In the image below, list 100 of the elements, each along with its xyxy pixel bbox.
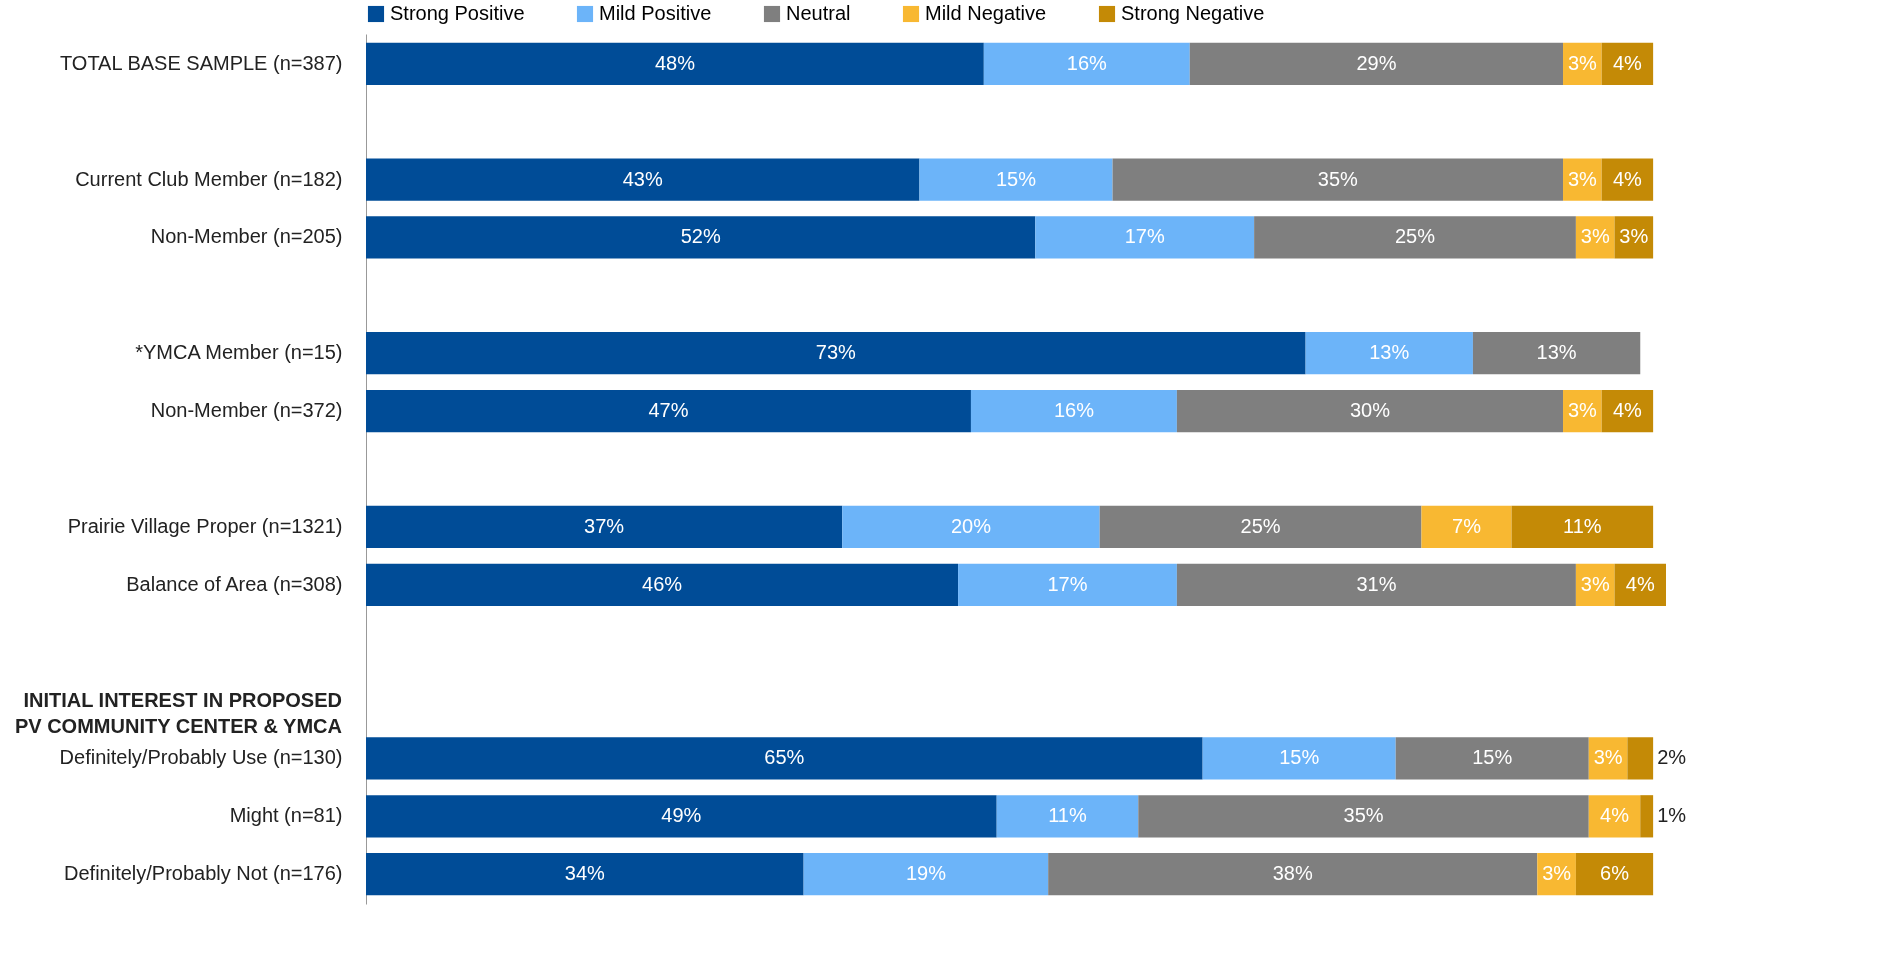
bar xyxy=(1202,737,1396,780)
bar xyxy=(366,332,1306,375)
bar xyxy=(970,389,1177,433)
data-label: 4% xyxy=(1612,167,1643,190)
data-label: 31% xyxy=(1356,572,1397,595)
data-label: 3% xyxy=(1542,862,1572,885)
data-label: 3% xyxy=(1619,225,1649,248)
y-tick-label: Definitely/Probably Not (n=176) xyxy=(64,862,343,885)
data-label: 25% xyxy=(1240,514,1281,537)
y-tick-label: Definitely/Probably Use (n=130) xyxy=(59,746,343,769)
bar xyxy=(1627,737,1654,780)
data-label: 16% xyxy=(1053,399,1095,422)
bar xyxy=(1472,332,1641,375)
data-label: 38% xyxy=(1272,862,1313,885)
bar xyxy=(1035,216,1255,259)
data-label: 19% xyxy=(905,862,947,885)
data-label: 65% xyxy=(764,746,805,769)
data-label: 3% xyxy=(1567,51,1598,74)
data-label: 4% xyxy=(1625,572,1655,595)
data-label: 15% xyxy=(1279,746,1320,769)
data-label: 3% xyxy=(1580,225,1610,248)
data-label: 49% xyxy=(661,804,702,827)
legend-label: Strong Positive xyxy=(390,2,525,24)
data-label: 15% xyxy=(1472,746,1513,769)
data-label: 2% xyxy=(1657,746,1687,769)
bar xyxy=(366,158,920,201)
bar xyxy=(1138,795,1589,838)
bar xyxy=(366,216,1036,259)
bar xyxy=(366,795,997,838)
y-tick-label: Might (n=81) xyxy=(229,804,343,827)
data-label: 1% xyxy=(1657,804,1687,827)
bar xyxy=(1189,42,1564,85)
bar xyxy=(803,853,1049,896)
data-label: 37% xyxy=(584,514,625,537)
y-tick-label: Non-Member (n=372) xyxy=(150,399,343,422)
bar xyxy=(1112,158,1564,201)
bar xyxy=(366,853,804,896)
data-label: 4% xyxy=(1612,51,1643,74)
data-label: 43% xyxy=(622,167,663,190)
bar xyxy=(1563,158,1602,201)
data-label: 13% xyxy=(1536,341,1577,364)
legend-label: Strong Negative xyxy=(1121,2,1265,24)
data-label: 35% xyxy=(1343,804,1384,827)
bar xyxy=(366,563,959,606)
data-label: 3% xyxy=(1593,746,1623,769)
data-label: 6% xyxy=(1600,862,1630,885)
data-label: 52% xyxy=(680,225,721,248)
data-label: 17% xyxy=(1047,572,1088,595)
bar xyxy=(1640,795,1654,838)
legend-label: Mild Negative xyxy=(925,2,1047,24)
data-label: 15% xyxy=(995,167,1037,190)
bar xyxy=(1099,505,1422,549)
data-label: 3% xyxy=(1567,399,1598,422)
data-label: 46% xyxy=(642,572,683,595)
legend-label: Mild Positive xyxy=(599,2,712,24)
data-label: 11% xyxy=(1048,804,1087,827)
data-label: 4% xyxy=(1612,399,1643,422)
data-label: 73% xyxy=(815,341,857,364)
y-tick-label: *YMCA Member (n=15) xyxy=(135,341,343,364)
bar xyxy=(1575,853,1654,896)
legend-label: Neutral xyxy=(786,2,851,24)
bar xyxy=(1254,216,1576,259)
data-label: 47% xyxy=(648,399,689,422)
y-tick-label: Prairie Village Proper (n=1321) xyxy=(67,514,343,537)
bar xyxy=(1176,563,1576,606)
y-tick-label: TOTAL BASE SAMPLE (n=387) xyxy=(59,51,343,74)
bar xyxy=(958,563,1177,606)
bar xyxy=(1421,505,1512,549)
bar xyxy=(366,737,1203,780)
y-tick-label: Current Club Member (n=182) xyxy=(75,167,343,190)
bar xyxy=(996,795,1139,838)
data-label: 3% xyxy=(1580,572,1610,595)
text: INITIAL INTEREST IN PROPOSED PV COMMUNITY CENTER & YMCA xyxy=(14,688,342,737)
data-label: 13% xyxy=(1369,341,1410,364)
bar xyxy=(366,42,984,85)
bar xyxy=(1395,737,1589,780)
data-label: 17% xyxy=(1124,225,1165,248)
bar xyxy=(366,389,971,433)
bar xyxy=(842,505,1100,549)
bar xyxy=(919,158,1113,201)
bar xyxy=(1511,505,1654,549)
data-label: 48% xyxy=(654,51,696,74)
bar xyxy=(1601,158,1654,201)
data-label: 29% xyxy=(1356,51,1397,74)
bar xyxy=(1176,389,1564,433)
data-label: 30% xyxy=(1349,399,1391,422)
data-label: 25% xyxy=(1394,225,1436,248)
bar xyxy=(366,505,843,549)
data-label: 35% xyxy=(1317,167,1359,190)
data-label: 20% xyxy=(950,514,992,537)
bar xyxy=(1048,853,1538,896)
data-label: 34% xyxy=(564,862,606,885)
bar xyxy=(1305,332,1473,375)
data-label: 3% xyxy=(1567,167,1598,190)
data-label: 16% xyxy=(1066,51,1108,74)
data-label: 7% xyxy=(1452,514,1482,537)
y-tick-label: Balance of Area (n=308) xyxy=(126,572,343,595)
data-label: 11% xyxy=(1563,514,1602,537)
data-label: 4% xyxy=(1600,804,1630,827)
y-tick-label: Non-Member (n=205) xyxy=(150,225,343,248)
